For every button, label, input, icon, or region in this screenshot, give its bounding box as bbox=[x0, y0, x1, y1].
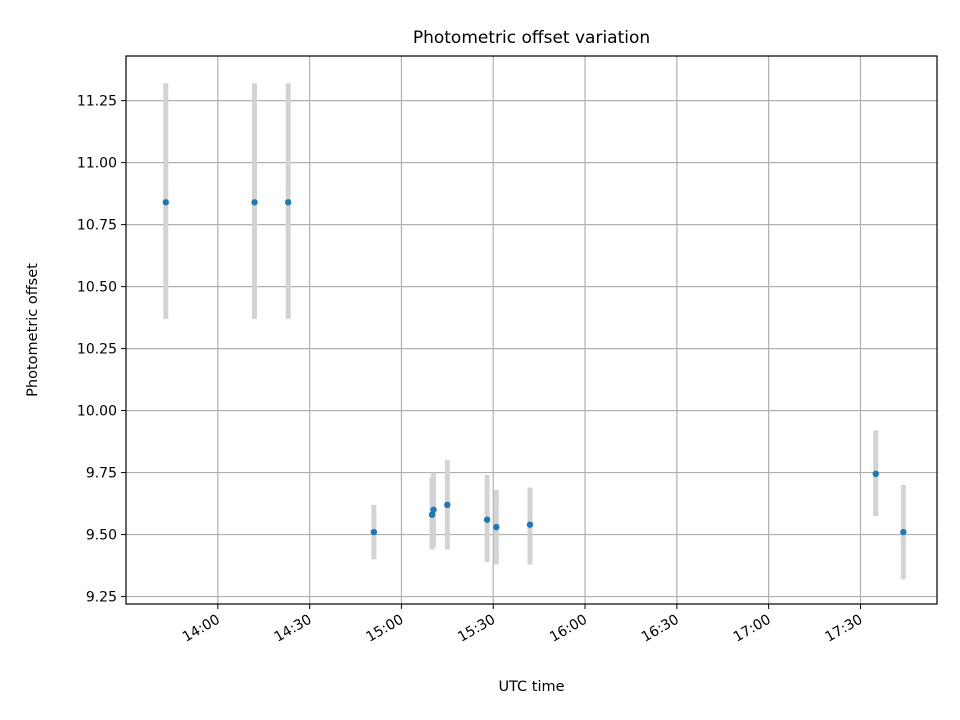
x-tick-label: 14:00 bbox=[180, 612, 223, 646]
data-point bbox=[493, 523, 500, 531]
y-tick-label: 10.50 bbox=[77, 280, 117, 296]
plot-frame bbox=[125, 55, 938, 605]
x-tick-label: 14:30 bbox=[272, 612, 315, 646]
error-bars bbox=[163, 83, 906, 580]
y-tick-label: 11.25 bbox=[77, 94, 117, 110]
x-axis-ticks: 14:00 14:30 15:00 15:30 16:00 16:30 17:00 17:30 bbox=[180, 604, 866, 646]
data-point bbox=[162, 199, 169, 206]
y-axis-label: Photometric offset bbox=[25, 263, 41, 397]
y-tick-label: 10.00 bbox=[77, 404, 117, 420]
data-point bbox=[900, 528, 907, 536]
y-tick-label: 11.00 bbox=[77, 156, 117, 172]
grid bbox=[126, 56, 937, 604]
y-tick-label: 9.50 bbox=[86, 528, 117, 544]
data-point bbox=[444, 501, 451, 509]
x-tick-label: 16:00 bbox=[547, 612, 590, 646]
y-tick-label: 9.75 bbox=[86, 466, 117, 482]
x-tick-label: 16:30 bbox=[639, 612, 682, 646]
chart-title: Photometric offset variation bbox=[413, 28, 650, 48]
y-tick-label: 10.75 bbox=[77, 218, 117, 234]
data-point bbox=[526, 521, 534, 528]
data-point bbox=[428, 511, 436, 518]
data-point bbox=[285, 199, 292, 206]
x-axis-label: UTC time bbox=[498, 679, 564, 695]
data-markers bbox=[162, 199, 907, 536]
x-tick-label: 15:00 bbox=[363, 612, 406, 646]
data-point bbox=[370, 528, 378, 536]
y-axis-ticks: 9.25 9.50 9.75 10.00 10.25 10.50 10.75 11.00 11.… bbox=[77, 94, 126, 606]
data-point bbox=[872, 470, 879, 478]
data-point bbox=[251, 199, 258, 206]
data-point bbox=[483, 516, 491, 523]
x-tick-label: 15:30 bbox=[455, 612, 498, 646]
x-tick-label: 17:30 bbox=[823, 612, 866, 646]
x-tick-label: 17:00 bbox=[731, 612, 774, 646]
y-tick-label: 9.25 bbox=[86, 590, 117, 606]
y-tick-label: 10.25 bbox=[77, 342, 117, 358]
data-point bbox=[430, 506, 437, 513]
